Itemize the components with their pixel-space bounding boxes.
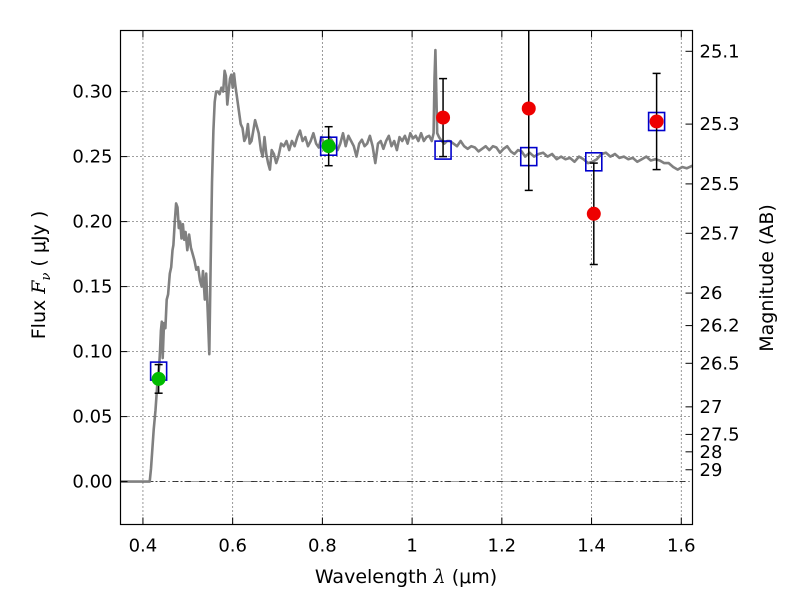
x-tick-label: 1.4: [577, 536, 606, 557]
right-tick-label: 25.3: [700, 114, 740, 135]
y-tick-label: 0.05: [72, 407, 112, 428]
axis-ticks: [120, 30, 693, 525]
x-tick-label: 1: [406, 536, 417, 557]
right-tick-label: 27: [700, 397, 723, 418]
model-band-squares: [149, 111, 666, 381]
right-tick-label: 25.5: [700, 174, 740, 195]
y-tick-label: 0.00: [72, 472, 112, 493]
photometry-point: [586, 206, 601, 221]
right-tick-label: 29: [700, 460, 723, 481]
model-sed-curve: [120, 48, 694, 483]
right-tick-label: 26.5: [700, 353, 740, 374]
x-tick-label: 0.8: [308, 536, 337, 557]
plot-frame: [119, 29, 694, 526]
grid-lines: [120, 30, 693, 525]
photometry-point: [521, 101, 536, 116]
y-tick-labels: 0.00 0.05 0.10 0.15 0.20 0.25 0.30: [72, 82, 112, 493]
right-tick-label: 28: [700, 442, 723, 463]
photometry-point: [436, 110, 451, 125]
photometry-point: [151, 371, 166, 386]
y-axis-label: Flux Fν ( μJy ): [28, 211, 54, 340]
x-tick-label: 1.2: [488, 536, 517, 557]
right-tick-label: 26: [700, 283, 723, 304]
sed-curve: [120, 48, 694, 483]
right-tick-label: 27.5: [700, 424, 740, 445]
x-tick-label: 0.4: [129, 536, 158, 557]
photometry-point: [649, 114, 664, 129]
photometry-points: [151, 101, 664, 386]
right-axis-label: Magnitude (AB): [756, 204, 778, 352]
x-tick-labels: 0.4 0.6 0.8 1 1.2 1.4 1.6: [129, 536, 696, 557]
y-tick-label: 0.10: [72, 342, 112, 363]
y-tick-label: 0.20: [72, 212, 112, 233]
x-tick-label: 0.6: [218, 536, 247, 557]
y-tick-label: 0.30: [72, 82, 112, 103]
right-tick-label: 26.2: [700, 316, 740, 337]
x-tick-label: 1.6: [667, 536, 696, 557]
right-tick-label: 25.1: [700, 41, 740, 62]
x-axis-label: Wavelength λ (μm): [315, 566, 497, 588]
photometry-point: [321, 139, 336, 154]
y-tick-label: 0.25: [72, 147, 112, 168]
right-tick-label: 25.7: [700, 223, 740, 244]
y-tick-label: 0.15: [72, 277, 112, 298]
